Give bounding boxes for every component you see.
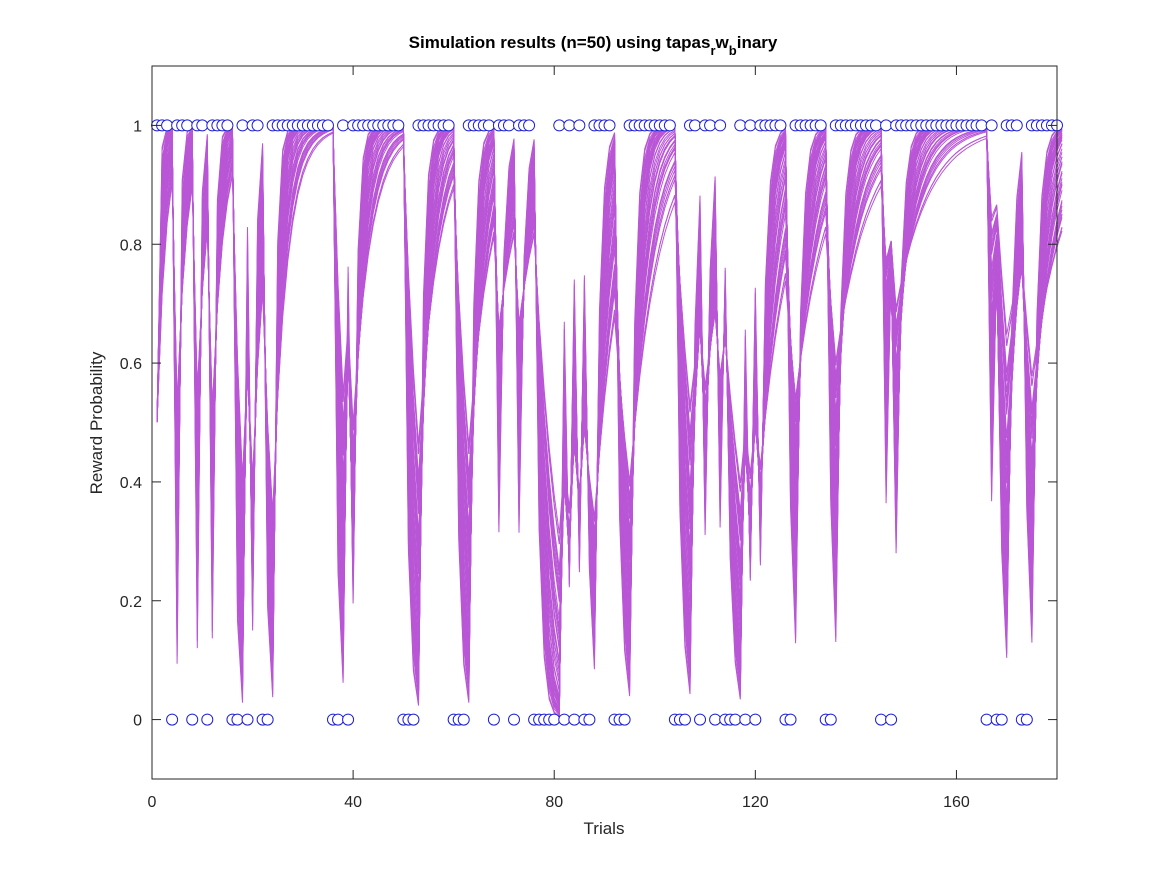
outcome-marker bbox=[709, 713, 722, 726]
outcome-marker bbox=[186, 713, 199, 726]
outcome-marker bbox=[880, 119, 893, 132]
title-end: inary bbox=[737, 33, 778, 52]
trajectory-line bbox=[156, 125, 1063, 650]
outcome-marker bbox=[749, 713, 762, 726]
outcome-marker bbox=[885, 713, 898, 726]
title-main: Simulation results (n=50) using tapas bbox=[409, 33, 711, 52]
outcome-marker bbox=[321, 119, 334, 132]
outcome-marker bbox=[694, 713, 707, 726]
outcome-marker bbox=[342, 713, 355, 726]
outcome-marker bbox=[573, 119, 586, 132]
outcome-marker bbox=[181, 119, 194, 132]
trajectory-line bbox=[156, 125, 1063, 629]
outcome-marker bbox=[407, 713, 420, 726]
outcome-marker bbox=[995, 713, 1008, 726]
outcome-marker bbox=[663, 119, 676, 132]
outcome-marker bbox=[201, 713, 214, 726]
outcome-marker bbox=[568, 713, 581, 726]
outcome-marker bbox=[161, 119, 174, 132]
outcome-marker bbox=[784, 713, 797, 726]
outcome-marker bbox=[392, 119, 405, 132]
x-tick-label: 80 bbox=[545, 794, 563, 811]
outcome-marker bbox=[221, 119, 234, 132]
outcome-marker bbox=[457, 713, 470, 726]
outcome-markers bbox=[151, 119, 1063, 726]
outcome-marker bbox=[774, 119, 787, 132]
plot-area: 0 40 80 120 160 0 0.2 0.4 0.6 0.8 1 bbox=[120, 65, 1063, 811]
outcome-marker bbox=[704, 119, 717, 132]
outcome-marker bbox=[502, 119, 515, 132]
outcome-marker bbox=[603, 119, 616, 132]
y-tick-label: 0.4 bbox=[120, 475, 142, 492]
outcome-marker bbox=[442, 119, 455, 132]
outcome-marker bbox=[261, 713, 274, 726]
outcome-marker bbox=[236, 119, 249, 132]
x-axis-label: Trials bbox=[584, 819, 625, 838]
outcome-marker bbox=[980, 713, 993, 726]
outcome-marker bbox=[332, 713, 345, 726]
outcome-marker bbox=[548, 713, 561, 726]
outcome-marker bbox=[231, 713, 244, 726]
outcome-marker bbox=[618, 713, 631, 726]
outcome-marker bbox=[714, 119, 727, 132]
outcome-marker bbox=[553, 119, 566, 132]
chart-title: Simulation results (n=50) using tapasrwb… bbox=[409, 33, 778, 58]
x-tick-label: 0 bbox=[148, 794, 157, 811]
y-tick-label: 0.8 bbox=[120, 237, 142, 254]
y-ticks: 0 0.2 0.4 0.6 0.8 1 bbox=[120, 118, 1057, 730]
y-axis-label: Reward Probability bbox=[87, 351, 106, 494]
trajectory-line bbox=[156, 128, 1063, 569]
title-sub-r: r bbox=[710, 43, 715, 58]
x-tick-label: 40 bbox=[344, 794, 362, 811]
outcome-marker bbox=[482, 119, 495, 132]
x-tick-label: 120 bbox=[742, 794, 769, 811]
outcome-marker bbox=[196, 119, 209, 132]
outcome-marker bbox=[824, 713, 837, 726]
outcome-marker bbox=[251, 119, 264, 132]
outcome-marker bbox=[744, 119, 757, 132]
y-tick-label: 0.6 bbox=[120, 356, 142, 373]
outcome-marker bbox=[1010, 119, 1023, 132]
outcome-marker bbox=[870, 119, 882, 132]
outcome-marker bbox=[563, 119, 576, 132]
outcome-marker bbox=[1020, 713, 1033, 726]
outcome-marker bbox=[814, 119, 827, 132]
y-tick-label: 0.2 bbox=[120, 594, 142, 611]
trajectory-line bbox=[156, 127, 1063, 599]
outcome-marker bbox=[508, 713, 520, 726]
x-tick-label: 160 bbox=[943, 794, 970, 811]
outcome-marker bbox=[166, 713, 179, 726]
y-tick-label: 0 bbox=[133, 713, 142, 730]
outcome-marker bbox=[583, 713, 596, 726]
outcome-marker bbox=[985, 119, 998, 132]
trajectory-line bbox=[156, 132, 1063, 534]
outcome-marker bbox=[337, 119, 350, 132]
outcome-marker bbox=[739, 713, 752, 726]
outcome-marker bbox=[487, 713, 500, 726]
title-mid: w bbox=[715, 33, 730, 52]
y-tick-label: 1 bbox=[133, 118, 142, 135]
outcome-marker bbox=[729, 713, 742, 726]
axes-box bbox=[151, 65, 1058, 780]
title-sub-b: b bbox=[729, 43, 737, 58]
outcome-marker bbox=[734, 119, 747, 132]
outcome-marker bbox=[678, 713, 691, 726]
outcome-marker bbox=[241, 713, 254, 726]
outcome-marker bbox=[689, 119, 701, 132]
outcome-marker bbox=[558, 713, 571, 726]
outcome-marker bbox=[975, 119, 988, 132]
outcome-marker bbox=[875, 713, 888, 726]
outcome-marker bbox=[523, 119, 536, 132]
x-ticks: 0 40 80 120 160 bbox=[148, 66, 970, 811]
